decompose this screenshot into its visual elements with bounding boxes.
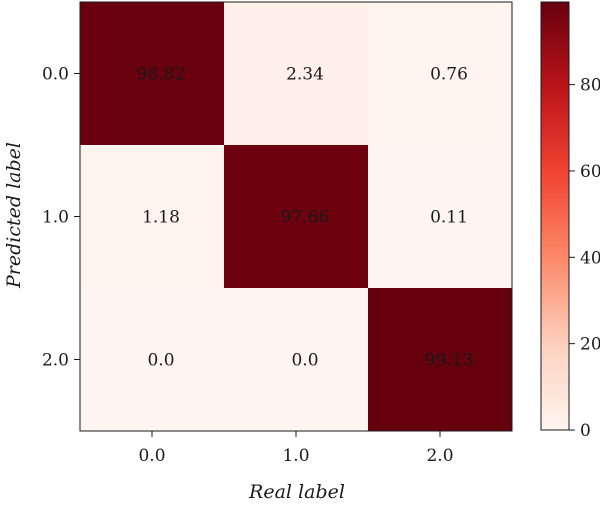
y-tick-label: 2.0 <box>42 351 69 371</box>
x-tick-label: 2.0 <box>426 446 453 466</box>
heatmap-cell-label-r1-c2: 0.11 <box>430 208 468 228</box>
heatmap-plot-area: 98.82 2.34 0.76 1.18 97.66 0.11 0.0 0.0 99.13 <box>79 1 513 432</box>
heatmap-cell-label-r0-c2: 0.76 <box>430 65 468 85</box>
x-axis-label: Real label <box>248 481 345 503</box>
heatmap-cell-r2-c1 <box>224 288 368 431</box>
heatmap-cell-r0-c0 <box>80 2 224 145</box>
colorbar-tick-label: 40 <box>580 248 600 268</box>
colorbar-tick-label: 20 <box>580 335 600 355</box>
heatmap-cell-label-r1-c0: 1.18 <box>142 208 180 228</box>
heatmap-cell-label-r0-c0: 98.82 <box>137 65 186 85</box>
heatmap-cell-label-r2-c0: 0.0 <box>147 351 174 371</box>
heatmap-cell-r0-c1 <box>224 2 368 145</box>
colorbar-gradient <box>540 1 570 431</box>
x-tick-label: 0.0 <box>138 446 165 466</box>
colorbar-tick-label: 80 <box>580 76 600 96</box>
heatmap-cell-r1-c1 <box>224 145 368 288</box>
colorbar-tick-label: 0 <box>580 421 591 441</box>
heatmap-cell-label-r0-c1: 2.34 <box>286 65 324 85</box>
y-tick-label: 0.0 <box>42 65 69 85</box>
y-axis-ticks: 0.0 1.0 2.0 <box>42 65 80 371</box>
colorbar-tick-label: 60 <box>580 162 600 182</box>
y-axis-label: Predicted label <box>3 142 25 289</box>
heatmap-cell-r1-c0 <box>80 145 224 288</box>
heatmap-cell-r2-c2 <box>368 288 512 431</box>
heatmap-cell-r0-c2 <box>368 2 512 145</box>
heatmap-cell-label-r1-c1: 97.66 <box>281 208 330 228</box>
heatmap-cell-label-r2-c2: 99.13 <box>425 351 474 371</box>
heatmap-cell-r1-c2 <box>368 145 512 288</box>
x-axis-ticks: 0.0 1.0 2.0 <box>138 431 454 466</box>
heatmap-cell-label-r2-c1: 0.0 <box>291 351 318 371</box>
colorbar: 0 20 40 60 80 <box>540 1 600 441</box>
y-tick-label: 1.0 <box>42 208 69 228</box>
heatmap-cell-r2-c0 <box>80 288 224 431</box>
x-tick-label: 1.0 <box>282 446 309 466</box>
